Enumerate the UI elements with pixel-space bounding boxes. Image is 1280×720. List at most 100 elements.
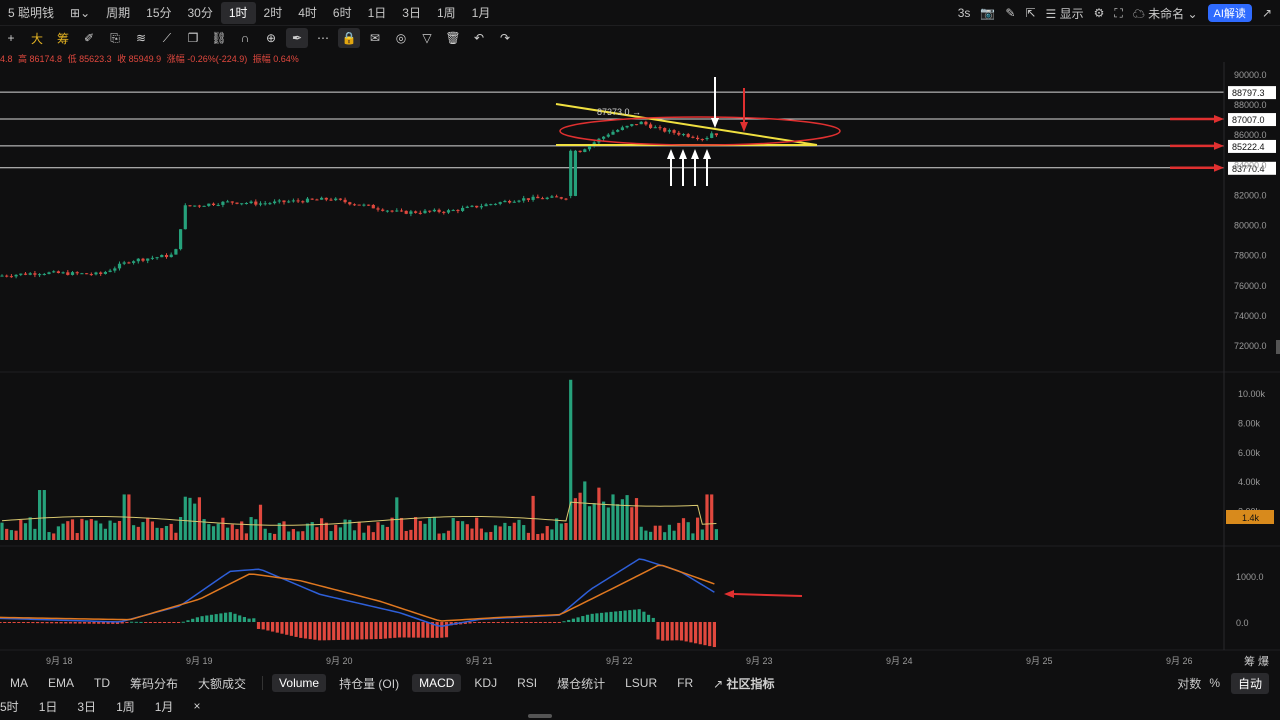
candle-body — [334, 198, 338, 201]
macd-tick: 1000.0 — [1236, 572, 1264, 582]
red-arrow-head — [1214, 115, 1224, 124]
macd-histogram-bar — [167, 622, 171, 623]
tab-lsur[interactable]: LSUR — [625, 676, 658, 690]
volume-bar — [226, 527, 230, 540]
lock-icon[interactable]: 🔒 — [338, 28, 360, 48]
candle-body — [240, 203, 244, 205]
fullscreen-icon[interactable]: ⛶ — [1114, 5, 1123, 20]
layout-name[interactable]: ☁ 未命名 ⌄ — [1132, 6, 1198, 21]
interval-30m[interactable]: 30分 — [187, 5, 213, 20]
percent-scale-toggle[interactable]: % — [1209, 676, 1220, 690]
tab-kdj[interactable]: KDJ — [474, 676, 498, 690]
filter-icon[interactable]: ▽ — [422, 31, 432, 45]
dots-icon[interactable]: ⋯ — [317, 31, 329, 45]
candle-body — [583, 149, 587, 153]
volume-bar — [103, 528, 107, 540]
interval-4h[interactable]: 4时 — [298, 5, 317, 20]
interval-1m[interactable]: 1月 — [471, 5, 491, 20]
candle-body — [531, 196, 535, 200]
tab-ma[interactable]: MA — [10, 676, 28, 690]
quick-interval-3d[interactable]: 3日 — [77, 699, 97, 714]
eye-icon[interactable]: ◎ — [395, 31, 407, 45]
quick-interval-1d[interactable]: 1日 — [38, 699, 58, 714]
chip-icon[interactable]: 筹 — [56, 31, 69, 46]
cursor-icon[interactable]: + — [7, 31, 15, 45]
tab-community[interactable]: ↗ 社区指标 — [706, 673, 781, 694]
candle-body — [442, 211, 446, 213]
candle-body — [315, 199, 319, 201]
interval-6h[interactable]: 6时 — [332, 5, 352, 20]
quick-interval-1w[interactable]: 1周 — [116, 699, 135, 714]
trash-icon[interactable]: 🗑 — [445, 31, 461, 45]
volume-bar — [522, 525, 526, 540]
ai-button[interactable]: AI解读 — [1207, 4, 1252, 22]
share-icon[interactable]: ↗ — [1261, 6, 1272, 20]
ruler-icon[interactable]: ⟋ — [162, 30, 172, 45]
quick-interval-5h[interactable]: 5时 — [0, 699, 19, 714]
macd-histogram-bar — [449, 622, 453, 626]
macd-histogram-bar — [698, 622, 702, 645]
quick-interval-1m[interactable]: 1月 — [154, 699, 174, 714]
tab-rsi[interactable]: RSI — [517, 676, 538, 690]
volume-bar — [583, 481, 587, 540]
interval-1h[interactable]: 1时 — [220, 1, 256, 24]
settings-icon[interactable]: ⚙ — [1093, 6, 1105, 20]
volume-tick: 6.00k — [1238, 448, 1261, 458]
candle-body — [202, 205, 206, 207]
period-menu[interactable]: 周期 — [106, 5, 131, 20]
candle-body — [634, 124, 639, 126]
brush-icon[interactable]: ✐ — [83, 31, 95, 45]
macd-histogram-bar — [529, 622, 533, 623]
macd-histogram-bar — [64, 622, 68, 624]
resize-handle[interactable] — [528, 714, 552, 718]
layout-menu[interactable]: ⊞⌄ — [70, 5, 91, 20]
volume-bar — [367, 525, 371, 540]
interval-2h[interactable]: 2时 — [263, 5, 283, 20]
copy-icon[interactable]: ⎘ — [110, 30, 120, 45]
volume-bar — [531, 495, 535, 540]
export-icon[interactable]: ⇱ — [1025, 6, 1036, 20]
macd-histogram-bar — [318, 622, 322, 641]
speed-label[interactable]: 3s — [957, 6, 971, 20]
macd-histogram-bar — [524, 622, 528, 623]
log-scale-toggle[interactable]: 对数 — [1177, 676, 1202, 691]
tab-oi[interactable]: 持仓量 (OI) — [339, 676, 400, 691]
candle-body — [696, 137, 700, 140]
auto-scale-toggle[interactable]: 自动 — [1230, 672, 1269, 694]
note-icon[interactable]: ✉ — [369, 31, 381, 45]
undo-icon[interactable]: ↶ — [473, 31, 485, 45]
tab-fr[interactable]: FR — [677, 676, 694, 690]
macd-histogram-bar — [402, 622, 406, 638]
macd-histogram-bar — [115, 622, 120, 624]
tab-volume[interactable]: Volume — [272, 674, 327, 692]
symbol-name[interactable]: 5 聪明钱 — [8, 5, 55, 20]
tab-liquidation[interactable]: 爆仓统计 — [557, 676, 606, 691]
volume-bar — [550, 529, 554, 540]
tab-macd[interactable]: MACD — [412, 674, 462, 692]
close-icon[interactable]: × — [193, 699, 201, 713]
redo-icon[interactable]: ↷ — [499, 31, 511, 45]
clone-icon[interactable]: ❐ — [187, 31, 199, 45]
big-icon[interactable]: 大 — [30, 31, 43, 46]
side-panel-handle[interactable] — [1276, 340, 1280, 354]
interval-1d[interactable]: 1日 — [367, 5, 387, 20]
candle-body — [677, 132, 681, 135]
tab-large-trades[interactable]: 大额成交 — [198, 676, 247, 691]
pen-icon[interactable]: ✒ — [286, 28, 308, 48]
tab-chip[interactable]: 筹码分布 — [130, 676, 179, 691]
camera-icon[interactable]: 📷 — [980, 6, 996, 20]
price-chart[interactable]: 87373.0 → 88797.3 87007.0 85222.4 83770.4 90… — [0, 62, 1280, 672]
tab-ema[interactable]: EMA — [48, 676, 75, 690]
volume-bar — [663, 532, 667, 540]
interval-1w[interactable]: 1周 — [436, 5, 456, 20]
tab-td[interactable]: TD — [94, 676, 111, 690]
zoom-icon[interactable]: ⊕ — [265, 31, 277, 45]
candle-body — [113, 268, 117, 271]
interval-15m[interactable]: 15分 — [146, 5, 172, 20]
magnet-icon[interactable]: ∩ — [240, 31, 250, 45]
interval-3d[interactable]: 3日 — [402, 5, 421, 20]
link-icon[interactable]: ⛓ — [211, 31, 227, 45]
pencil-icon[interactable]: ✎ — [1005, 6, 1016, 20]
display-menu[interactable]: ☰ 显示 — [1045, 6, 1084, 21]
layers-icon[interactable]: ≋ — [135, 31, 147, 45]
